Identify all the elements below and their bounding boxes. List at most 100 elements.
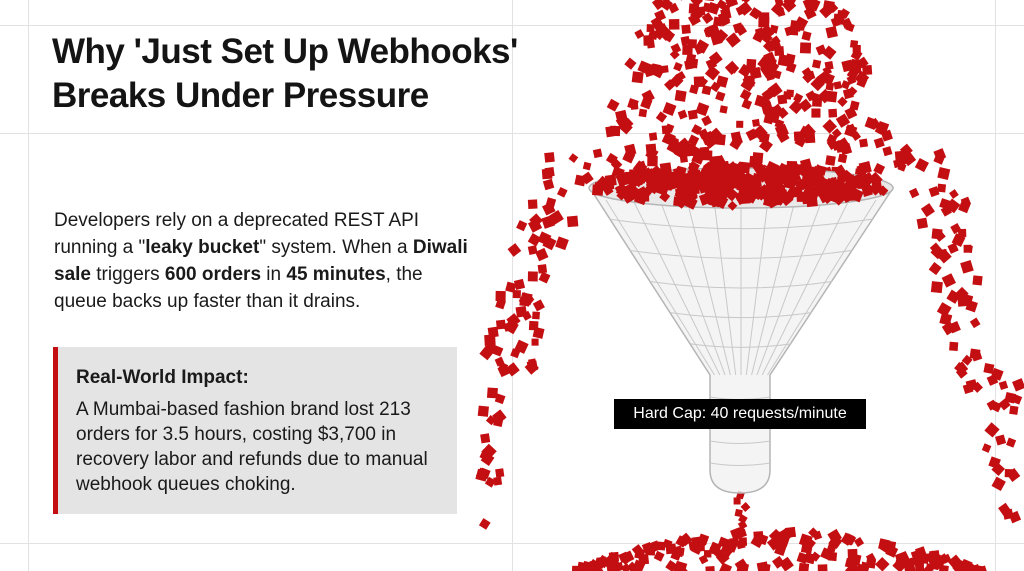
particle [708,51,723,66]
particle [545,197,557,208]
particle-pile [592,160,889,211]
particle [624,57,637,70]
particle [647,29,659,41]
particle [954,563,966,571]
particle [859,138,869,148]
particle [804,132,816,144]
particle [765,71,775,81]
particle [776,107,789,119]
particle [853,537,865,548]
particle [532,299,545,312]
particle [1004,468,1014,478]
particle [920,203,935,218]
particle [915,548,926,558]
particle [972,275,983,286]
funnel-mesh-line [756,199,823,376]
particle [646,24,655,33]
particle [844,106,858,120]
particle [822,119,838,134]
particle [685,53,697,64]
particle [995,434,1007,446]
particle [949,189,959,199]
particle [643,168,655,180]
particle [741,184,752,194]
particle [764,172,779,187]
particle [737,1,753,16]
grid-line-left [28,0,29,571]
particle [835,113,851,128]
particle [689,84,699,95]
particle [990,367,1004,381]
particle [822,193,833,205]
intro-text: , the queue backs up faster than it drai… [54,264,423,312]
particle [929,550,940,562]
particle [837,96,848,107]
particle [478,518,491,530]
particle [930,281,943,294]
particle [634,548,646,560]
particle [665,559,678,571]
particle [544,152,555,163]
particle [708,171,722,184]
particle [527,271,538,282]
particle [758,563,771,571]
particle [645,545,656,556]
particle [812,530,823,541]
particle [827,2,839,14]
funnel [588,167,895,494]
particle [769,24,779,34]
particle [954,361,969,375]
particle [655,170,670,185]
particle [516,220,528,232]
particle [729,537,739,548]
particle [756,533,769,546]
particle [754,94,768,108]
particle [810,76,826,92]
particle [725,32,741,48]
particle [788,99,804,115]
particle [528,320,539,331]
particle [862,171,875,184]
particle [758,16,770,28]
particle [735,24,748,37]
particle [555,236,569,251]
intro-bold-diwali-sale: Diwali sale [54,237,468,285]
particle [915,563,925,571]
particle [582,161,592,171]
particle [929,242,942,255]
particle [701,85,712,96]
particle [568,153,579,164]
particle [636,186,649,198]
intro-text: triggers [90,264,165,285]
particle [971,381,983,393]
intro-bold-leaky-bucket: leaky bucket [145,237,260,258]
particle [673,546,685,558]
particle [822,65,833,76]
funnel-mesh-line [659,199,726,376]
particle [1006,437,1017,448]
particle [593,182,605,194]
particle [602,184,614,196]
particle [981,443,992,453]
particle [507,243,522,257]
rate-limit-label: Hard Cap: 40 requests/minute [614,399,866,429]
particle [720,8,732,20]
particle [763,113,775,125]
particle [682,44,693,56]
particle [707,181,717,191]
particle [1009,405,1019,415]
particle [680,35,691,46]
particle [704,550,712,558]
particle [751,118,761,127]
particle [811,108,821,118]
particle [947,290,958,301]
funnel-mesh-ring [609,218,873,230]
particle [766,60,780,74]
particle [763,193,772,201]
particle [798,533,813,548]
particle [566,215,579,228]
particle [648,132,658,141]
particle [846,67,860,80]
particle [876,120,890,134]
particle [774,543,787,557]
